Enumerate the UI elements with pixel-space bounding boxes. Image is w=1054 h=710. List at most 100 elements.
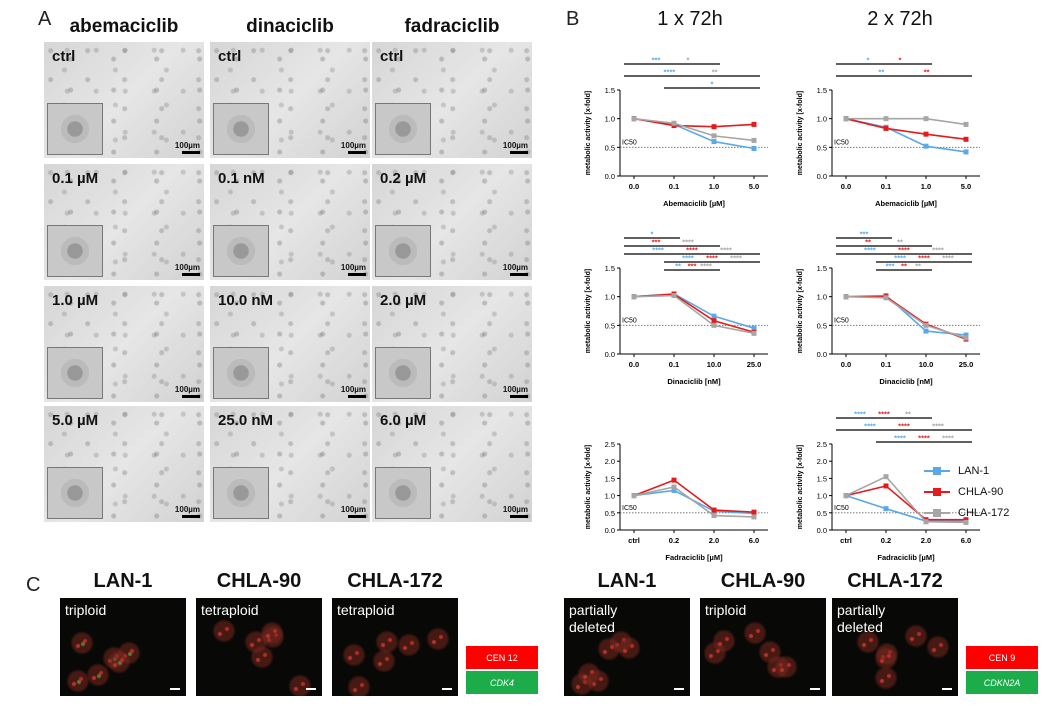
y-tick-label: 0.0 bbox=[817, 526, 827, 535]
x-axis-label: Dinaciclib [nM] bbox=[879, 377, 933, 386]
data-point bbox=[963, 519, 969, 525]
x-tick-label: 0.1 bbox=[669, 182, 679, 191]
zoom-inset bbox=[47, 225, 103, 277]
inset-cell-cluster bbox=[384, 476, 422, 510]
significance-stars: *** bbox=[652, 56, 661, 65]
fish-signal-dots bbox=[700, 598, 826, 696]
data-point bbox=[883, 506, 889, 512]
scale-bar-label: 100µm bbox=[174, 385, 200, 394]
data-point bbox=[631, 116, 637, 122]
significance-stars: **** bbox=[864, 246, 876, 255]
data-point bbox=[843, 116, 849, 122]
x-tick-label: 0.1 bbox=[881, 360, 891, 369]
x-tick-label: 2.0 bbox=[921, 536, 931, 545]
scale-bar: 100µm bbox=[175, 141, 200, 154]
fish-image: tetraploid bbox=[196, 598, 322, 696]
data-point bbox=[883, 295, 889, 301]
data-point bbox=[883, 474, 889, 480]
data-point bbox=[711, 133, 717, 139]
y-tick-label: 1.5 bbox=[817, 264, 827, 273]
ic50-label: IC50 bbox=[622, 139, 637, 146]
series-line-chla-172 bbox=[845, 475, 967, 524]
data-point bbox=[923, 143, 929, 149]
y-axis-label: metabolic activity [x-fold] bbox=[585, 445, 592, 529]
data-point bbox=[883, 116, 889, 122]
fish-cell-line-title: LAN-1 bbox=[93, 570, 153, 592]
scale-bar-line bbox=[348, 515, 366, 518]
series-line-chla-90 bbox=[633, 479, 755, 513]
panel-c-letter: C bbox=[26, 574, 41, 596]
micrograph-0-1: 0.1 µM 100µm bbox=[44, 164, 204, 280]
inset-cell-cluster bbox=[222, 476, 260, 510]
fish-signal-dots bbox=[832, 598, 958, 696]
zoom-inset bbox=[375, 347, 431, 399]
legend-label-chla90: CHLA-90 bbox=[958, 485, 1004, 498]
probe-label-red: CEN 9 bbox=[966, 646, 1038, 669]
data-point bbox=[671, 484, 677, 490]
column-title-abemaciclib: abemaciclib bbox=[69, 16, 179, 37]
data-point bbox=[751, 325, 757, 331]
y-tick-label: 1.0 bbox=[817, 115, 827, 124]
y-tick-label: 0.0 bbox=[605, 172, 615, 181]
scale-bar-label: 100µm bbox=[340, 505, 366, 514]
data-point bbox=[843, 294, 849, 300]
significance-stars: * bbox=[899, 56, 902, 65]
data-point bbox=[963, 335, 969, 341]
ic50-label: IC50 bbox=[622, 317, 637, 324]
x-tick-label: ctrl bbox=[628, 536, 640, 545]
x-tick-label: 5.0 bbox=[749, 182, 759, 191]
chart-3: 0.0 0.5 1.0 1.5 0.0 0.1 10.0 25.0 Dinaciclib [nM… bbox=[797, 230, 980, 386]
column-title-dinaciclib: dinaciclib bbox=[246, 16, 334, 37]
x-tick-label: 0.1 bbox=[669, 360, 679, 369]
micrograph-2-1: 0.2 µM 100µm bbox=[372, 164, 532, 280]
zoom-inset bbox=[47, 347, 103, 399]
significance-stars: * bbox=[687, 56, 690, 65]
data-point bbox=[923, 116, 929, 122]
inset-cell-cluster bbox=[222, 112, 260, 146]
significance-stars: *** bbox=[652, 238, 661, 247]
y-tick-label: 0.0 bbox=[817, 172, 827, 181]
x-tick-label: 0.0 bbox=[629, 360, 639, 369]
y-axis-label: metabolic activity [x-fold] bbox=[797, 269, 804, 353]
inset-cell-cluster bbox=[222, 234, 260, 268]
significance-stars: **** bbox=[894, 254, 906, 263]
significance-stars: * bbox=[867, 56, 870, 65]
data-point bbox=[923, 328, 929, 334]
series-line-chla-172 bbox=[633, 486, 755, 518]
series-line-chla-172 bbox=[633, 117, 755, 142]
chart-1: 0.0 0.5 1.0 1.5 0.0 0.1 1.0 5.0 Abemaciclib [µM]… bbox=[797, 56, 980, 208]
data-point bbox=[711, 318, 717, 324]
y-tick-label: 2.5 bbox=[817, 440, 827, 449]
data-point bbox=[963, 121, 969, 127]
y-axis-label: metabolic activity [x-fold] bbox=[585, 269, 592, 353]
y-tick-label: 0.5 bbox=[605, 143, 615, 152]
significance-stars: ** bbox=[915, 262, 921, 271]
scale-bar-label: 100µm bbox=[174, 141, 200, 150]
y-tick-label: 1.0 bbox=[605, 293, 615, 302]
condition-label: 25.0 nM bbox=[218, 412, 274, 429]
zoom-inset bbox=[213, 467, 269, 519]
data-point bbox=[751, 121, 757, 127]
data-point bbox=[883, 483, 889, 489]
fish-image: triploid bbox=[60, 598, 186, 696]
zoom-inset bbox=[213, 225, 269, 277]
inset-cell-cluster bbox=[56, 476, 94, 510]
fish-signal-dots bbox=[60, 598, 186, 696]
significance-stars: *** bbox=[688, 262, 697, 271]
scale-bar-label: 100µm bbox=[502, 505, 528, 514]
significance-stars: **** bbox=[706, 254, 718, 263]
micrograph-2-0: ctrl 100µm bbox=[372, 42, 532, 158]
fish-image: partially deleted bbox=[564, 598, 690, 696]
x-axis-label: Fadraciclib [µM] bbox=[665, 553, 723, 562]
significance-stars: * bbox=[651, 230, 654, 239]
x-tick-label: 1.0 bbox=[709, 182, 719, 191]
ic50-label: IC50 bbox=[622, 505, 637, 512]
y-tick-label: 2.0 bbox=[605, 457, 615, 466]
data-point bbox=[963, 332, 969, 338]
significance-stars: ** bbox=[897, 238, 903, 247]
data-point bbox=[711, 124, 717, 130]
condition-label: ctrl bbox=[380, 48, 404, 65]
y-tick-label: 2.0 bbox=[817, 457, 827, 466]
fish-scale-bar bbox=[170, 688, 180, 690]
x-tick-label: 5.0 bbox=[961, 182, 971, 191]
